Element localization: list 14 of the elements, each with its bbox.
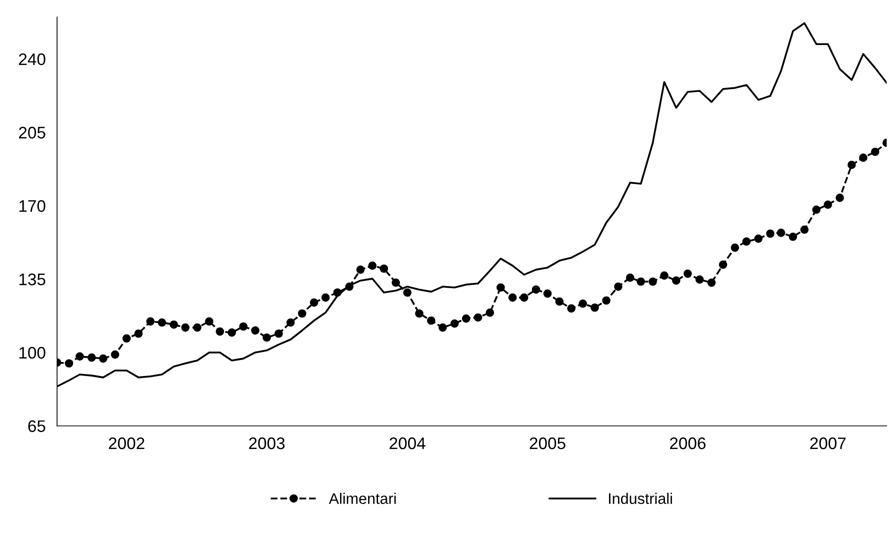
y-tick-label: 170 xyxy=(19,200,46,212)
x-tick-label: 2005 xyxy=(530,437,566,450)
x-tick-label: 2007 xyxy=(810,437,846,450)
y-tick-label: 100 xyxy=(19,346,46,359)
y-tick-label: 135 xyxy=(19,274,46,286)
x-tick-label: 2006 xyxy=(670,437,706,450)
x-tick-label: 2004 xyxy=(390,437,426,450)
y-tick-label: 240 xyxy=(19,53,46,66)
y-tick-label: 205 xyxy=(19,126,46,139)
legend-label: Alimentari xyxy=(328,492,396,504)
x-tick-label: 2002 xyxy=(108,437,144,450)
x-tick-label: 2003 xyxy=(249,437,285,450)
y-tick-label: 65 xyxy=(28,420,46,432)
legend-label: Industriali xyxy=(608,492,672,504)
